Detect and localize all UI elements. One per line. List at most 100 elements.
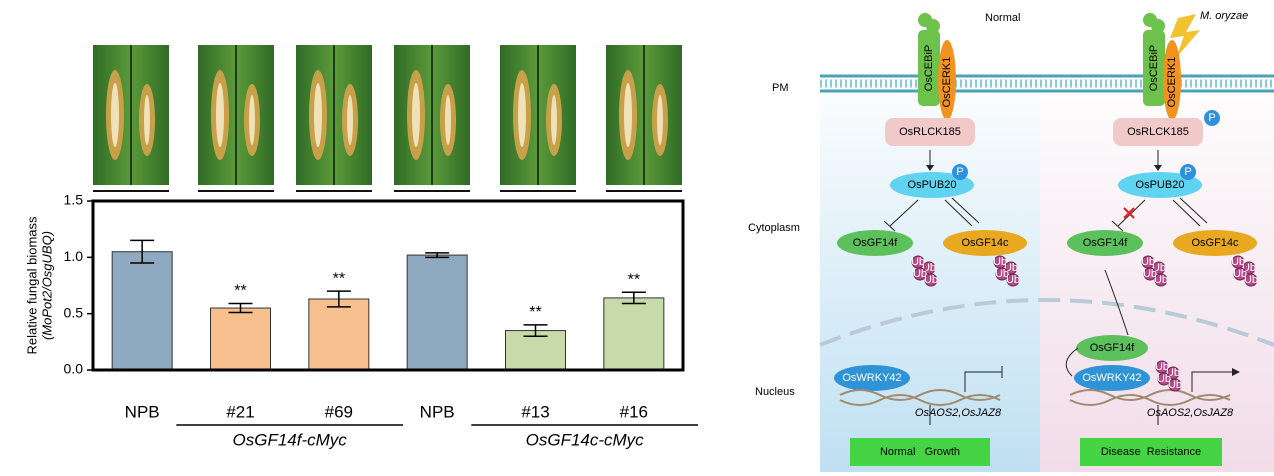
ub-label: Ub [1233, 268, 1247, 280]
outcome-box [850, 438, 990, 466]
dna [839, 389, 1001, 406]
chitin [1151, 19, 1165, 33]
node-label: OsPUB20 [1136, 179, 1185, 191]
lesion [249, 95, 255, 145]
lesion [657, 95, 663, 145]
inhibit [1111, 220, 1124, 232]
diagram: PM Cytoplasm Nucleus Normal OsCEBiP OsCE… [748, 10, 1274, 472]
group-label: OsGF14f-cMyc [233, 430, 348, 449]
node-label: OsGF14f [853, 237, 899, 249]
significance: ** [234, 283, 246, 300]
lesion [347, 95, 353, 145]
phospho [952, 164, 968, 180]
significance: ** [333, 270, 345, 287]
node [885, 118, 975, 146]
node-label: OsWRKY42 [1082, 372, 1141, 384]
inhibit [964, 371, 1002, 392]
x-tick-label: #69 [325, 402, 353, 421]
inhibit [1179, 197, 1208, 224]
ub [1157, 372, 1171, 386]
ub-label: Ub [1231, 256, 1245, 268]
lesion [144, 95, 150, 145]
blocked [1123, 207, 1135, 219]
phospho-label: P [1208, 112, 1215, 124]
lesion [216, 83, 224, 147]
node-label: OsGF14f [1083, 237, 1129, 249]
pm-label: PM [772, 82, 789, 94]
receptor [1163, 40, 1181, 120]
ub-label: Ub [1244, 274, 1258, 286]
arrow [1232, 368, 1240, 376]
y-axis-label: (MoPot2/OsgUBQ) [39, 231, 54, 340]
y-axis-label: Relative fungal biomass [24, 216, 39, 355]
node-label: OsGF14c [961, 237, 1009, 249]
ub-label: Ub [995, 268, 1009, 280]
outcome-box [1080, 438, 1222, 466]
node-label: OsRLCK185 [899, 126, 961, 138]
lesion [518, 83, 526, 147]
ub [1168, 378, 1182, 392]
x-tick-label: #16 [620, 402, 648, 421]
panel-title: M. oryzae [1200, 10, 1248, 22]
ub-label: Ub [911, 256, 925, 268]
node [1118, 172, 1202, 198]
bar [111, 251, 173, 371]
ub-label: Ub [913, 268, 927, 280]
significance: ** [628, 271, 640, 288]
leaf-photos [93, 45, 682, 192]
significance: ** [529, 304, 541, 321]
ub-label: Ub [993, 256, 1007, 268]
ub [1233, 267, 1247, 281]
ub-label: Ub [924, 274, 938, 286]
ub-label: Ub [1157, 373, 1171, 385]
node [837, 230, 913, 256]
inhibit [1117, 199, 1146, 227]
outcome-label: Normal Growth [880, 446, 960, 458]
receptor [918, 30, 940, 106]
inhibit [1172, 199, 1201, 227]
arrow [1191, 371, 1236, 392]
ub [924, 273, 938, 287]
ub [1143, 267, 1157, 281]
ub-label: Ub [1141, 256, 1155, 268]
lesion [551, 95, 557, 145]
receptor-label: OsCEBiP [1148, 45, 1160, 91]
node-label: OsGF14f [1090, 342, 1136, 354]
gene-label: OsAOS2,OsJAZ8 [1147, 407, 1234, 419]
panel-title: Normal [985, 12, 1020, 24]
phospho-label: P [956, 166, 963, 178]
chitin [926, 19, 940, 33]
ub [1006, 273, 1020, 287]
group-label: OsGF14c-cMyc [526, 430, 645, 449]
phospho [1204, 110, 1220, 126]
inhibit [944, 199, 973, 227]
phospho [1180, 164, 1196, 180]
arrow [1154, 165, 1162, 171]
x-tick-label: #21 [226, 402, 254, 421]
dna [1069, 389, 1231, 406]
bar [603, 297, 665, 371]
x-tick-label: NPB [125, 402, 160, 421]
receptor [938, 40, 956, 120]
node [1113, 118, 1203, 146]
receptor-label: OsCERK1 [1166, 57, 1178, 108]
receptor-label: OsCEBiP [923, 45, 935, 91]
node-label: OsWRKY42 [842, 372, 901, 384]
ub [913, 267, 927, 281]
bar [210, 307, 271, 371]
bar [308, 298, 370, 371]
ub-label: Ub [1006, 274, 1020, 286]
ub-label: Ub [1155, 361, 1169, 373]
receptor [1143, 30, 1165, 106]
node [834, 365, 910, 391]
arrow [926, 165, 934, 171]
nucleus-label: Nucleus [755, 386, 795, 398]
lesion [624, 83, 632, 147]
node [890, 172, 974, 198]
y-tick-label: 1.0 [64, 248, 84, 264]
node [1076, 335, 1148, 361]
ub [1244, 273, 1258, 287]
outcome-label: Disease Resistance [1101, 446, 1201, 458]
node-label: OsPUB20 [908, 179, 957, 191]
plot-frame [91, 199, 685, 372]
